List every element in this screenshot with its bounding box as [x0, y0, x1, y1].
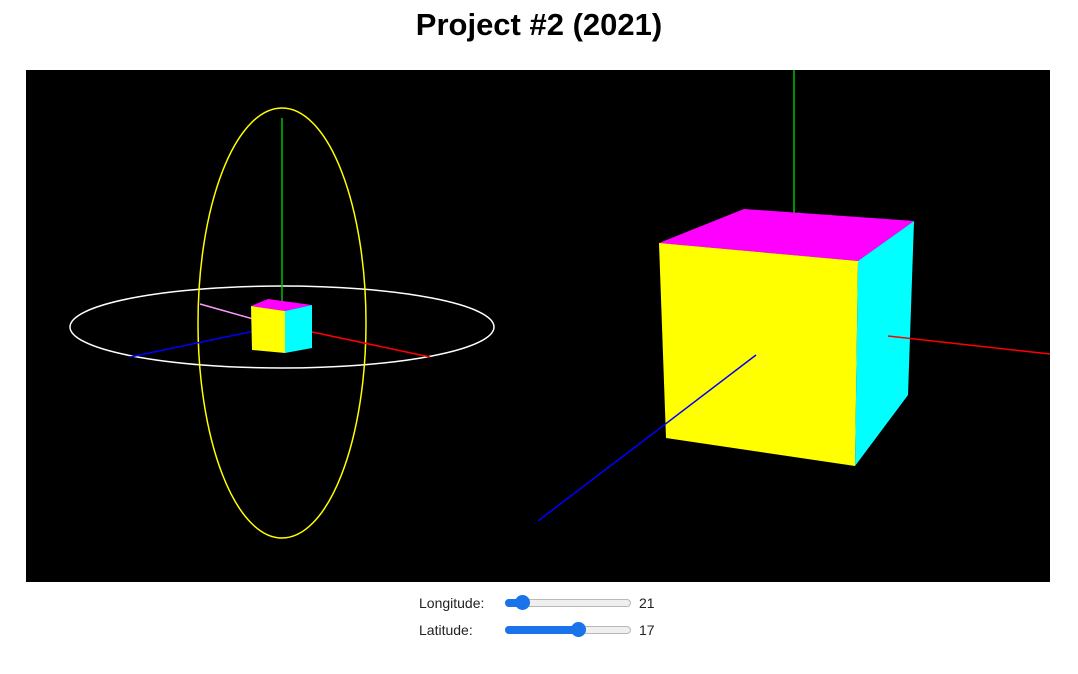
overview-cube-front: [251, 306, 285, 353]
camera-controls: Longitude: 21 Latitude: 17: [419, 591, 719, 645]
latitude-control: Latitude: 17: [419, 618, 719, 645]
camera-cube-top: [659, 209, 914, 261]
overview-z-axis: [129, 327, 270, 358]
camera-cube-side: [855, 221, 914, 466]
page-title: Project #2 (2021): [415, 7, 663, 42]
overview-x-axis: [297, 328, 431, 358]
camera-scene: [537, 70, 1050, 522]
overview-cube-side: [285, 305, 312, 353]
camera-z-axis: [537, 354, 757, 522]
latitude-slider-fill: [505, 626, 578, 634]
overview-cube-top: [251, 299, 312, 311]
scene-svg: [69, 70, 1050, 539]
latitude-value: 17: [639, 622, 655, 638]
longitude-value: 21: [639, 595, 655, 611]
longitude-slider-thumb[interactable]: [514, 595, 530, 610]
scene-canvas[interactable]: [26, 70, 1050, 582]
longitude-control: Longitude: 21: [419, 591, 719, 618]
camera-cube-front: [659, 243, 858, 466]
longitude-label: Longitude:: [419, 595, 485, 611]
latitude-slider-thumb[interactable]: [571, 622, 586, 637]
longitude-slider-fill: [505, 599, 522, 607]
overview-scene: [69, 107, 495, 539]
camera-x-axis: [887, 335, 1050, 355]
longitude-orbit-ring: [197, 107, 367, 539]
latitude-slider[interactable]: [505, 622, 631, 637]
longitude-slider[interactable]: [505, 595, 631, 610]
latitude-label: Latitude:: [419, 622, 473, 638]
